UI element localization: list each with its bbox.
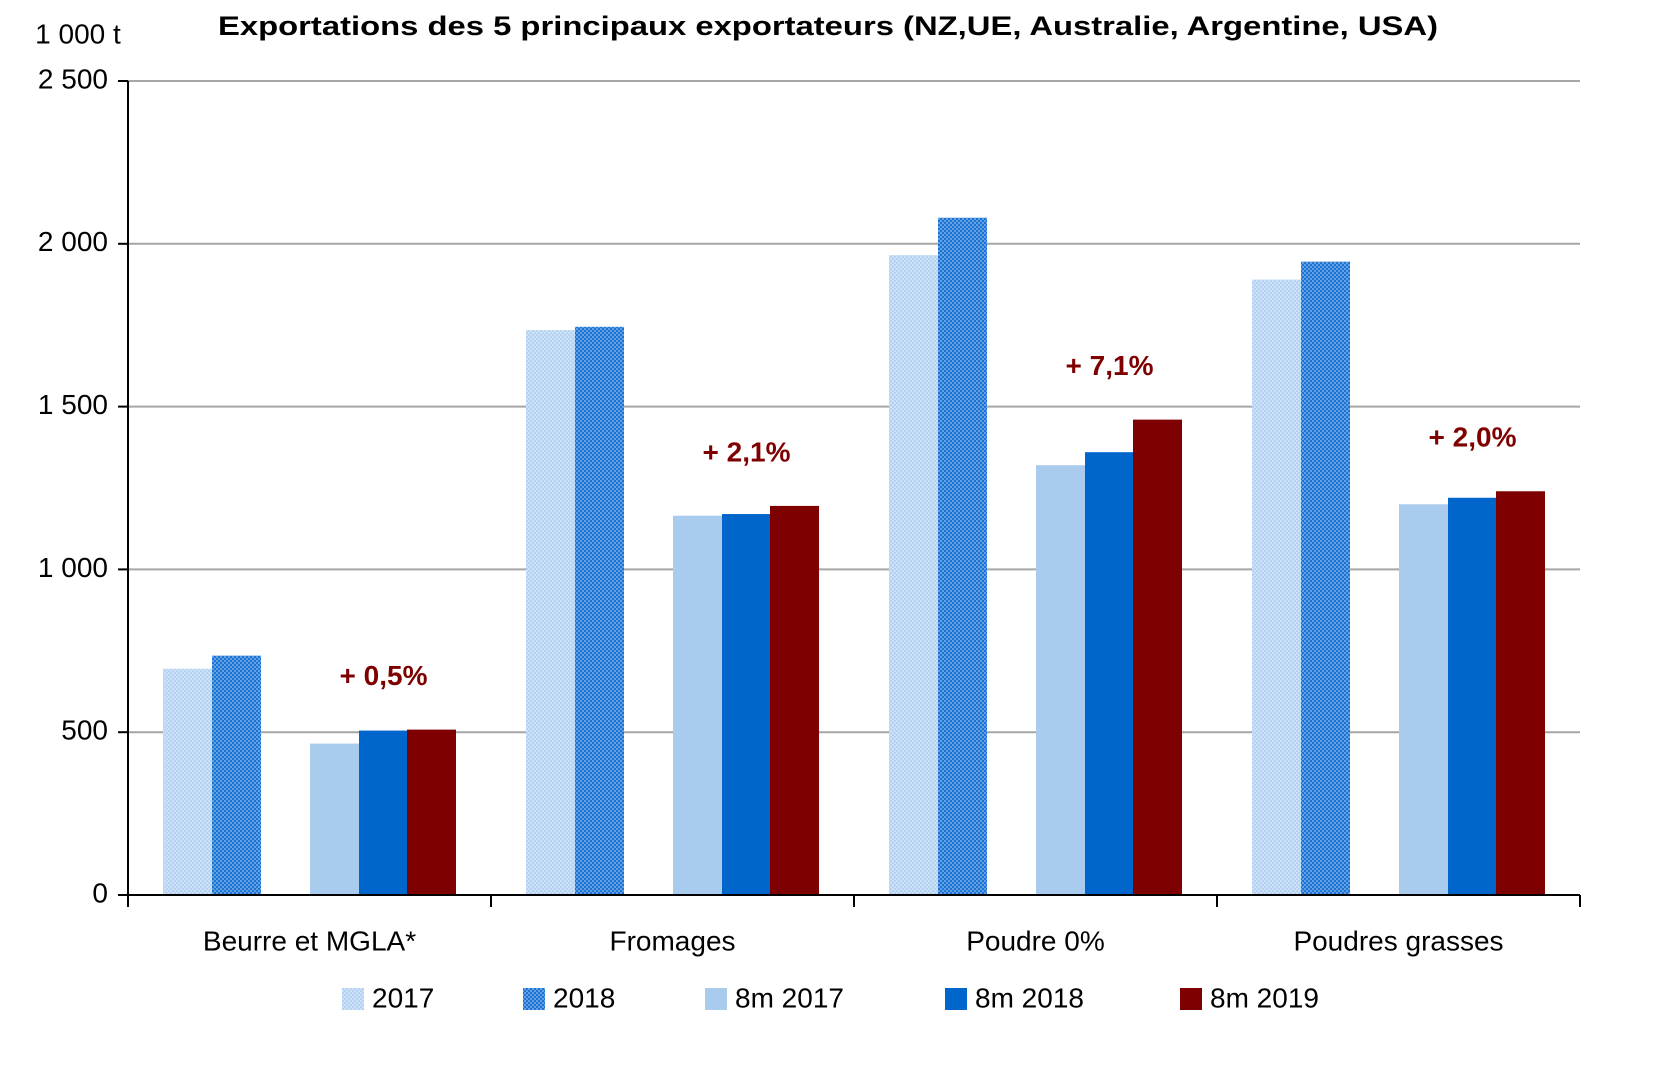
chart-title: Exportations des 5 principaux exportateu… (218, 11, 1438, 41)
legend-swatch (945, 988, 967, 1010)
legend-label: 2017 (372, 982, 434, 1013)
legend-swatch (705, 988, 727, 1010)
y-tick-label: 2 000 (38, 226, 108, 257)
x-tick-label: Poudre 0% (966, 925, 1105, 956)
bar-pattern (1301, 261, 1350, 895)
annotation: + 2,0% (1429, 422, 1517, 453)
bar (770, 505, 819, 895)
legend-swatch (1180, 988, 1202, 1010)
y-axis-label: 1 000 t (35, 18, 121, 49)
legend-pattern (342, 988, 364, 1010)
annotation: + 7,1% (1066, 350, 1154, 381)
bar (1036, 465, 1085, 895)
bar (1133, 419, 1182, 895)
y-tick-label: 1 000 (38, 552, 108, 583)
bar (1085, 452, 1134, 895)
y-tick-label: 2 500 (38, 63, 108, 94)
legend-label: 8m 2018 (975, 982, 1084, 1013)
y-tick-label: 500 (61, 715, 108, 746)
bar (722, 514, 771, 895)
bar-pattern (163, 668, 212, 895)
bar-pattern (212, 655, 261, 895)
bar-pattern (889, 255, 938, 896)
x-tick-label: Poudres grasses (1293, 925, 1503, 956)
x-tick-label: Fromages (609, 925, 735, 956)
bar (1496, 491, 1545, 895)
bar (359, 730, 408, 895)
legend-label: 8m 2019 (1210, 982, 1319, 1013)
bar-pattern (526, 330, 575, 896)
bar (407, 729, 456, 895)
annotation: + 2,1% (703, 436, 791, 467)
bar (1448, 497, 1497, 895)
bar (673, 515, 722, 895)
y-tick-label: 1 500 (38, 389, 108, 420)
legend-pattern (523, 988, 545, 1010)
bar-pattern (938, 217, 987, 895)
legend-label: 8m 2017 (735, 982, 844, 1013)
x-tick-label: Beurre et MGLA* (203, 925, 416, 956)
bar-pattern (575, 326, 624, 895)
y-tick-label: 0 (92, 877, 108, 908)
bar-pattern (1252, 279, 1301, 896)
annotation: + 0,5% (340, 660, 428, 691)
bar (1399, 504, 1448, 895)
legend-label: 2018 (553, 982, 615, 1013)
bar (310, 743, 359, 895)
